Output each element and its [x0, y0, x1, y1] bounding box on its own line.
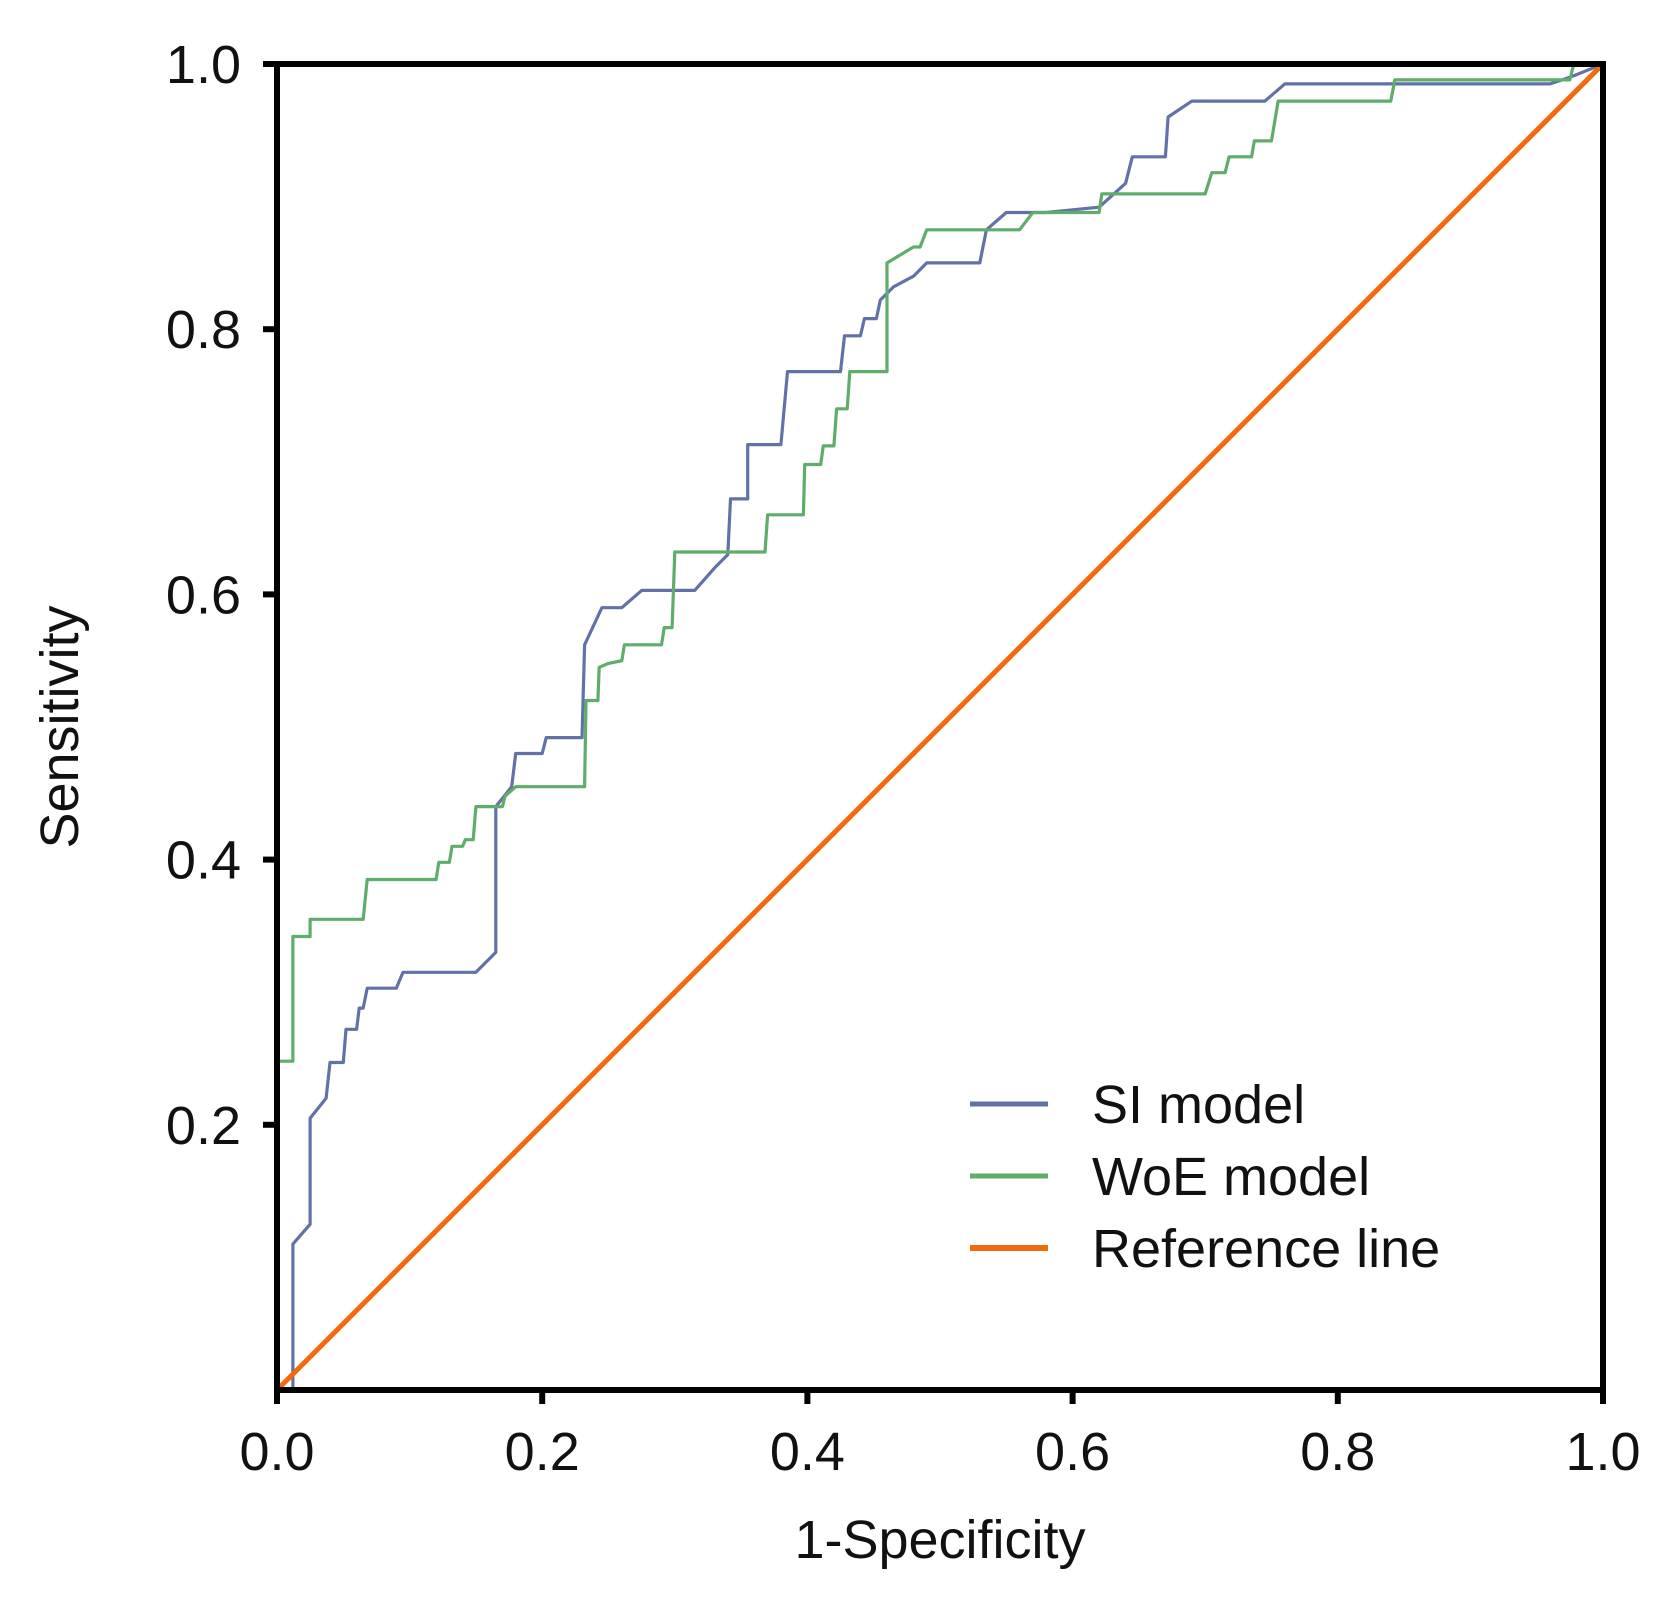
x-tick-label: 0.0: [239, 1422, 314, 1482]
x-tick-label: 0.2: [505, 1422, 580, 1482]
y-tick-label: 0.2: [166, 1096, 241, 1156]
x-tick-label: 0.8: [1300, 1422, 1375, 1482]
x-tick-label: 0.6: [1035, 1422, 1110, 1482]
y-tick-label: 0.8: [166, 300, 241, 360]
y-tick-label: 1.0: [166, 35, 241, 95]
legend-label-reference-line: Reference line: [1092, 1219, 1440, 1279]
y-tick-label: 0.4: [166, 831, 241, 891]
legend: SI model WoE model Reference line: [970, 1075, 1440, 1279]
series-layer: [277, 64, 1603, 1390]
x-tick-label: 0.4: [770, 1422, 845, 1482]
x-tick-label: 1.0: [1565, 1422, 1640, 1482]
series-line-woe-model: [277, 64, 1603, 1061]
legend-label-si-model: SI model: [1092, 1075, 1305, 1135]
x-axis-title: 1-Specificity: [794, 1510, 1085, 1570]
roc-chart: 0.0 0.2 0.4 0.6 0.8 1.0 0.2 0.4 0.6 0.8 1.0 1-Spec…: [0, 0, 1672, 1600]
y-axis-title: Sensitivity: [30, 605, 90, 848]
y-tick-label: 0.6: [166, 565, 241, 625]
legend-label-woe-model: WoE model: [1092, 1147, 1370, 1207]
